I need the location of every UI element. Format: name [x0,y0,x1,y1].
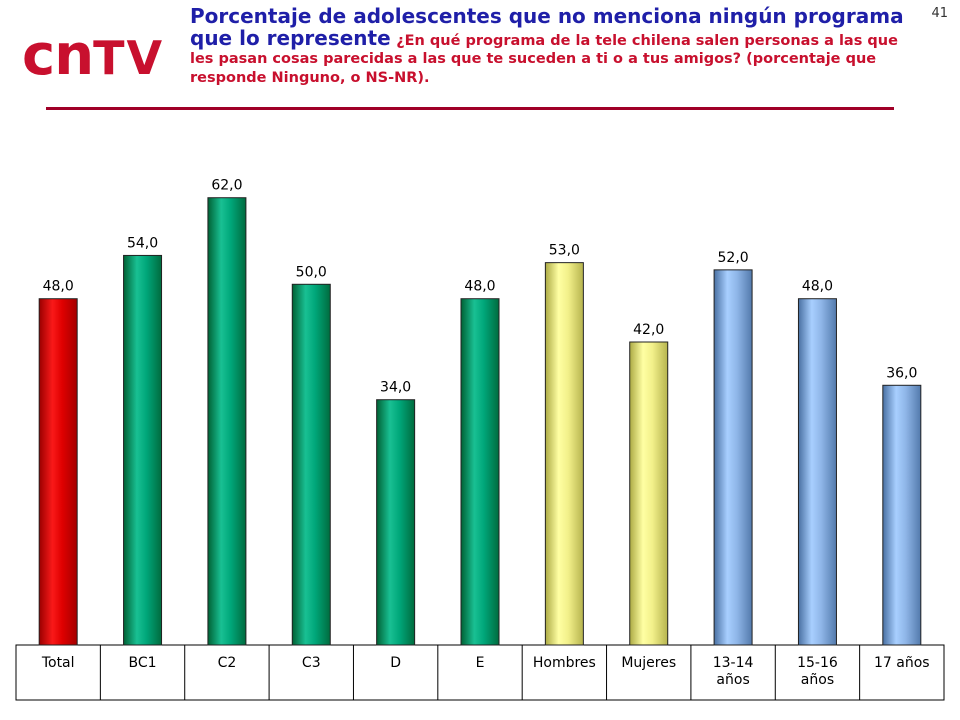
bar-c2 [207,197,247,646]
category-label: D [390,655,401,671]
bar-total [38,298,78,646]
category-label: C3 [302,655,321,671]
category-label: E [476,655,485,671]
data-label: 50,0 [296,264,327,280]
data-label: 48,0 [43,279,74,295]
chart-title: Porcentaje de adolescentes que no mencio… [190,4,904,50]
bar-17-a-os [882,384,922,646]
cntv-logo: cnTV [22,28,164,84]
category-label: C2 [218,655,237,671]
data-label: 34,0 [380,380,411,396]
title-block: Porcentaje de adolescentes que no mencio… [190,4,925,87]
category-label: 13-14 años [713,655,754,688]
data-label: 52,0 [718,250,749,266]
category-label: Mujeres [621,655,676,671]
data-label: 62,0 [211,178,242,194]
bar-mujeres [629,341,669,646]
logo-tv: TV [93,31,165,85]
category-label: Total [41,655,75,671]
category-label: 15-16 años [797,655,838,688]
bar-e [460,298,500,646]
logo-cn: cn [22,23,94,88]
bar-c3 [291,283,331,646]
bar-hombres [544,262,584,646]
bar-15-16-a-os [797,298,837,646]
data-label: 54,0 [127,235,158,251]
slide-number: 41 [931,6,948,21]
data-label: 42,0 [633,322,664,338]
chart-question: ¿En qué programa de la tele chilena sale… [190,32,898,86]
category-label: BC1 [129,655,157,671]
title-divider [46,107,894,110]
data-label: 36,0 [886,365,917,381]
data-label: 48,0 [464,279,495,295]
category-label: Hombres [533,655,596,671]
bar-bc1 [123,254,163,646]
bar-d [376,399,416,646]
data-label: 48,0 [802,279,833,295]
bar-13-14-a-os [713,269,753,646]
category-label: 17 años [874,655,930,671]
data-label: 53,0 [549,243,580,259]
